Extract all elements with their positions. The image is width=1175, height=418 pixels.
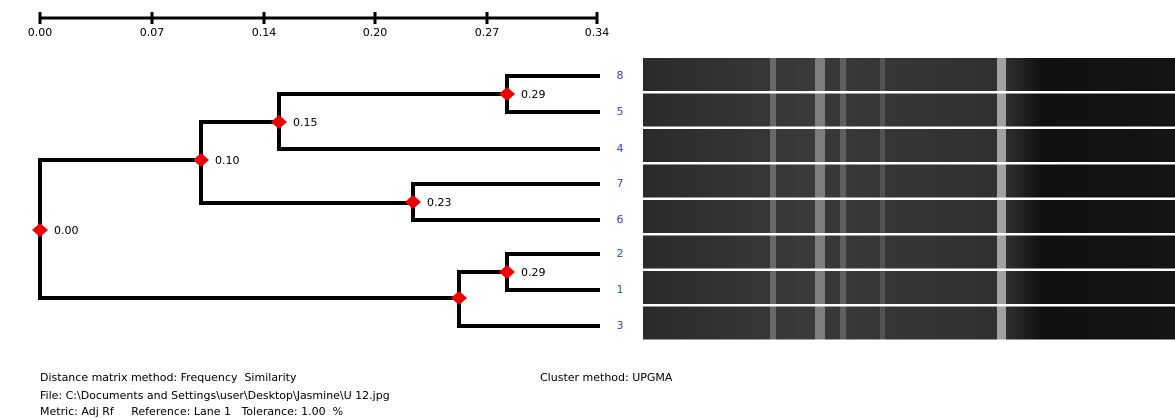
gel-band [997,164,1006,198]
gel-band [997,58,1006,91]
node-label: 0.29 [521,266,546,279]
gel-band [770,58,776,91]
gel-band [880,93,885,127]
gel-band [880,235,885,269]
lane-separator [643,304,1175,307]
leaf-label: 8 [617,69,624,82]
gel-band [770,235,776,269]
scale-tick-label: 0.00 [28,26,53,39]
leaf-label: 2 [617,247,624,260]
scale-bar: 0.00 0.07 0.14 0.20 0.27 0.34 [28,12,610,39]
scale-tick-label: 0.07 [140,26,165,39]
node-label: 0.15 [293,116,318,129]
gel-band [997,235,1006,269]
gel-band [880,271,885,304]
gel-band [840,129,846,162]
gel-band [840,235,846,269]
node-marker [499,87,515,101]
gel-band [770,164,776,198]
node-marker [499,265,515,279]
lane-separator [643,162,1175,165]
node-marker [32,223,48,237]
gel-band [840,306,846,340]
scale-tick-label: 0.27 [475,26,500,39]
leaf-label: 3 [617,319,624,332]
gel-band [815,306,825,340]
lane-separator [643,233,1175,236]
metric-info: Metric: Adj Rf Reference: Lane 1 Toleran… [40,405,343,418]
lane-separator [643,197,1175,200]
lane-separator [643,91,1175,94]
leaf-label: 5 [617,105,624,118]
lane-separator [643,126,1175,129]
gel-band [880,129,885,162]
gel-band [770,306,776,340]
gel-band [770,200,776,233]
gel-band [770,129,776,162]
scale-tick-label: 0.34 [585,26,610,39]
node-label: 0.00 [54,224,79,237]
leaf-label: 6 [617,213,624,226]
node-marker [451,291,467,305]
gel-band [815,58,825,91]
scale-tick-label: 0.20 [363,26,388,39]
node-label: 0.23 [427,196,452,209]
node-label: 0.29 [521,88,546,101]
gel-band [880,164,885,198]
gel-band [815,235,825,269]
gel-band [770,93,776,127]
cluster-method: Cluster method: UPGMA [540,371,673,384]
gel-band [997,306,1006,340]
node-marker [405,195,421,209]
gel-band [840,271,846,304]
lane-separator [643,268,1175,271]
gel-band [840,58,846,91]
gel-band [880,58,885,91]
leaf-label: 1 [617,283,624,296]
gel-lane [643,235,1175,269]
gel-band [997,200,1006,233]
gel-band [770,271,776,304]
gel-lane [643,129,1175,162]
gel-band [840,200,846,233]
gel-band [997,93,1006,127]
gel-band [840,93,846,127]
gel-lane [643,200,1175,233]
gel-lane [643,93,1175,127]
tree-branches [38,74,600,328]
file-path: File: C:\Documents and Settings\user\Des… [40,389,390,402]
leaf-label: 4 [617,142,624,155]
gel-band [815,200,825,233]
gel-band [815,271,825,304]
leaf-label: 7 [617,177,624,190]
node-marker [193,153,209,167]
node-label: 0.10 [215,154,240,167]
gel-band [880,306,885,340]
gel-band [815,93,825,127]
gel-lane [643,164,1175,198]
scale-tick-label: 0.14 [252,26,277,39]
gel-image [643,58,1175,340]
gel-band [997,129,1006,162]
gel-band [997,271,1006,304]
gel-band [840,164,846,198]
gel-band [815,129,825,162]
distance-method: Distance matrix method: Frequency Simila… [40,371,297,384]
gel-lane [643,58,1175,91]
gel-lane [643,271,1175,304]
node-marker [271,115,287,129]
gel-band [815,164,825,198]
gel-lane [643,306,1175,340]
gel-band [880,200,885,233]
